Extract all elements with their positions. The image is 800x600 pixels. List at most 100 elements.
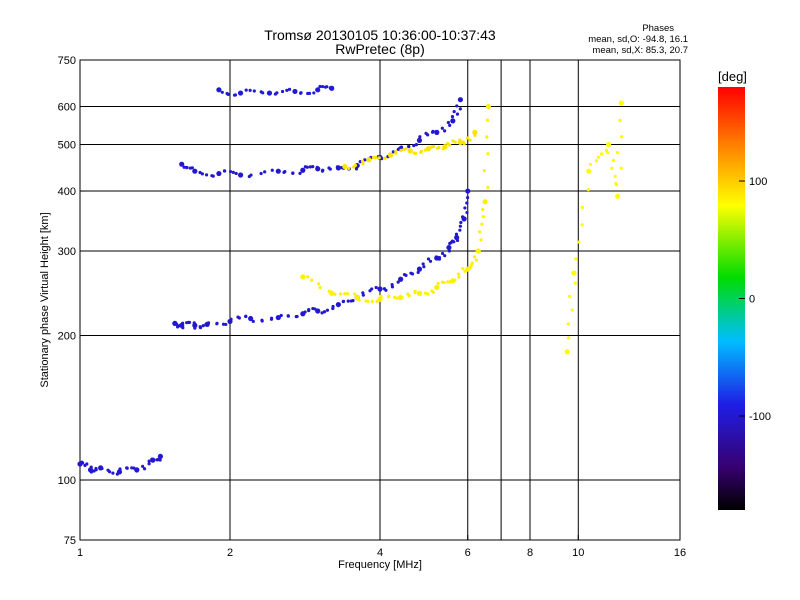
data-point-echo xyxy=(466,196,470,200)
data-point-echo xyxy=(259,171,263,176)
data-point-echo xyxy=(586,188,590,192)
data-point-echo xyxy=(482,168,486,173)
data-point xyxy=(237,90,244,96)
data-point-echo xyxy=(361,291,365,295)
series-scattered-high-frequency-echoes xyxy=(564,100,624,355)
data-point-echo xyxy=(285,88,289,92)
data-point-echo xyxy=(321,168,325,172)
data-point-echo xyxy=(580,223,584,227)
data-point-echo xyxy=(606,151,610,155)
colorbar-tick-label: 100 xyxy=(749,176,767,188)
y-tick-label: 200 xyxy=(58,331,76,343)
data-point-echo xyxy=(451,139,455,143)
data-point xyxy=(434,284,440,290)
data-point-echo xyxy=(620,135,624,139)
data-point xyxy=(442,144,448,150)
data-point-echo xyxy=(201,324,205,328)
y-tick-label: 75 xyxy=(64,535,76,547)
data-point-echo xyxy=(357,298,361,302)
data-point-echo xyxy=(567,336,571,340)
x-tick-label: 4 xyxy=(377,547,383,559)
data-point xyxy=(315,87,321,93)
data-point-echo xyxy=(152,458,156,462)
data-point-echo xyxy=(279,313,283,318)
data-point-echo xyxy=(399,295,403,300)
data-point-echo xyxy=(286,314,290,318)
data-point-echo xyxy=(370,299,374,304)
data-point-echo xyxy=(249,173,253,177)
y-tick-label: 100 xyxy=(58,475,76,487)
data-point-echo xyxy=(198,325,202,329)
data-point-echo xyxy=(419,149,424,153)
data-point-echo xyxy=(261,91,265,95)
data-point-echo xyxy=(457,275,461,279)
data-point-echo xyxy=(437,255,442,260)
data-point-echo xyxy=(282,170,286,174)
data-point-echo xyxy=(260,318,264,322)
data-point-echo xyxy=(308,165,312,169)
data-point-echo xyxy=(228,169,233,174)
data-point-echo xyxy=(244,88,248,92)
data-point-echo xyxy=(455,104,459,108)
data-point xyxy=(457,139,464,146)
data-point-echo xyxy=(485,118,490,122)
data-point-echo xyxy=(459,220,463,225)
data-point-echo xyxy=(387,295,391,299)
data-point-echo xyxy=(430,289,434,293)
series-f2-o-mode-echo xyxy=(179,97,464,179)
data-point xyxy=(472,129,478,135)
data-point xyxy=(465,188,471,194)
data-point xyxy=(366,157,372,163)
data-point-echo xyxy=(291,171,295,175)
data-point-echo xyxy=(580,205,584,209)
data-point xyxy=(216,170,222,177)
data-point-echo xyxy=(428,259,433,263)
data-point-echo xyxy=(458,228,462,232)
data-point xyxy=(315,308,321,314)
data-point xyxy=(315,166,321,172)
data-point-echo xyxy=(100,466,104,471)
data-point-echo xyxy=(317,282,321,286)
data-point xyxy=(237,172,244,178)
data-point xyxy=(485,103,491,110)
x-tick-label: 16 xyxy=(674,547,686,559)
data-point-echo xyxy=(404,147,408,151)
data-point-echo xyxy=(470,261,474,265)
data-point xyxy=(300,167,306,173)
data-point-echo xyxy=(275,91,279,95)
data-point-echo xyxy=(619,166,623,170)
y-tick-label: 400 xyxy=(58,186,76,198)
chart-subtitle: RwPretec (8p) xyxy=(335,41,425,57)
data-point-echo xyxy=(567,294,572,298)
data-point-echo xyxy=(232,93,237,97)
data-point-echo xyxy=(486,152,490,156)
data-point-echo xyxy=(440,280,445,284)
data-point-echo xyxy=(248,88,252,92)
data-point-echo xyxy=(141,464,145,468)
y-tick-label: 500 xyxy=(58,140,76,152)
data-point-echo xyxy=(458,224,462,228)
data-point-echo xyxy=(343,292,347,296)
data-point xyxy=(605,141,612,148)
data-point-echo xyxy=(331,304,335,309)
data-point-echo xyxy=(469,263,473,268)
series-multi-hop-x-echo xyxy=(342,129,478,170)
data-point-echo xyxy=(198,170,202,175)
colorbar-tick-label: 0 xyxy=(749,294,755,306)
data-point-echo xyxy=(312,91,316,95)
data-point-echo xyxy=(185,166,189,170)
data-point xyxy=(615,193,621,199)
data-point xyxy=(377,296,383,302)
data-point-echo xyxy=(322,310,327,314)
data-point-echo xyxy=(204,173,209,177)
data-point-echo xyxy=(480,222,484,226)
data-point-echo xyxy=(448,123,452,127)
data-point-echo xyxy=(226,92,230,96)
data-point-echo xyxy=(345,292,350,296)
data-point-echo xyxy=(311,306,315,311)
data-point-echo xyxy=(481,215,485,219)
data-point-echo xyxy=(446,141,450,146)
data-point-echo xyxy=(298,171,302,175)
data-point-echo xyxy=(440,251,445,256)
